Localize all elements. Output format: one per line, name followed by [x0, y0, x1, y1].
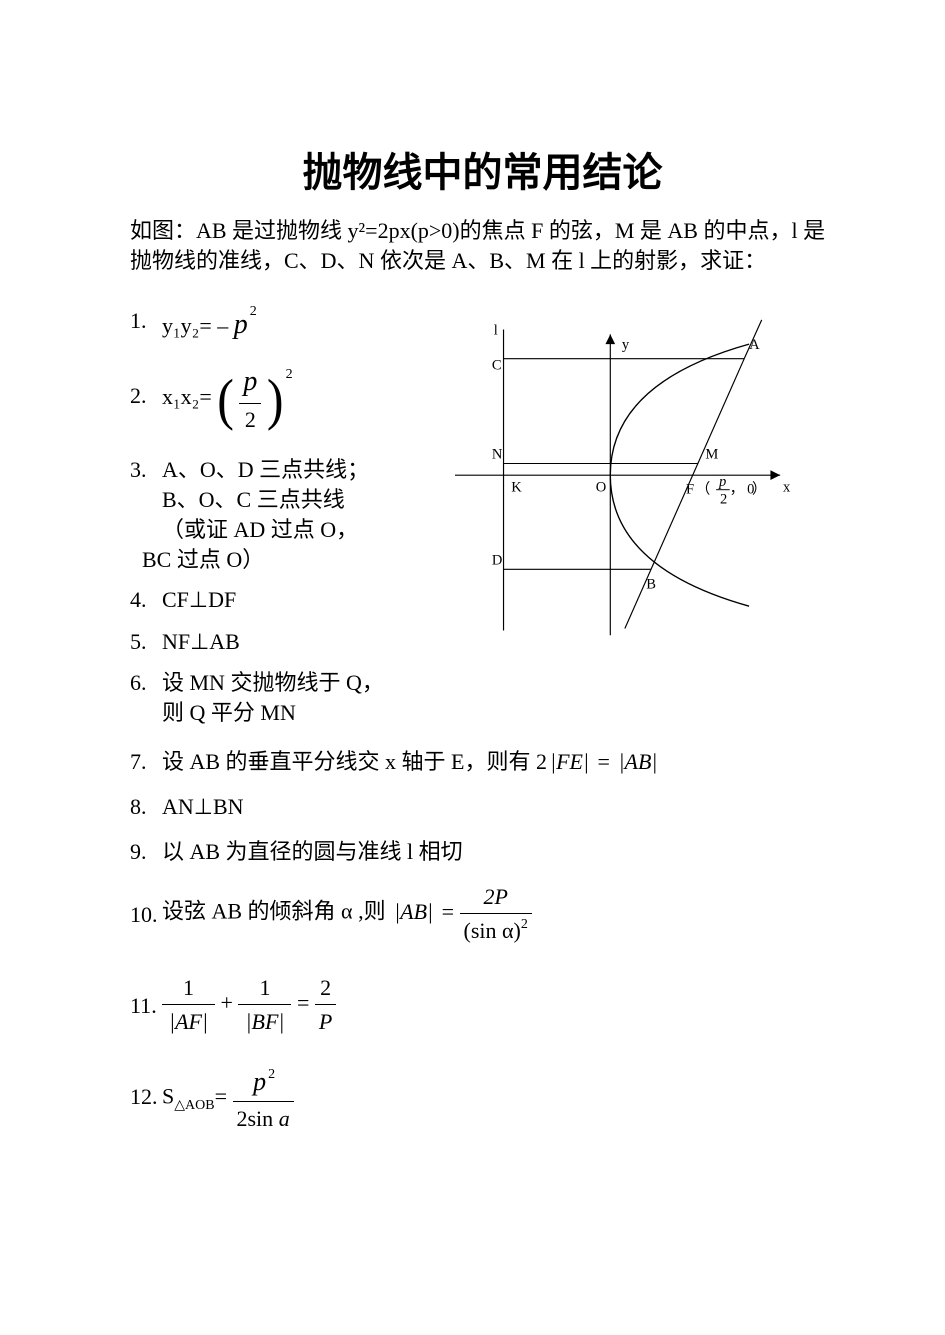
- item7a: 设 AB 的垂直平分线交 x 轴于 E，则有: [162, 749, 531, 774]
- item1-p: p: [234, 309, 248, 340]
- item10-den: (sin α)2: [460, 914, 532, 947]
- label-F: F: [686, 482, 694, 498]
- item-3: A、O、D 三点共线； B、O、C 三点共线 （或证 AD 过点 O， BC 过…: [162, 455, 430, 574]
- item12-tri: △AOB: [174, 1098, 214, 1113]
- item7-eq: =: [592, 749, 615, 774]
- item3d: BC 过点 O）: [142, 547, 264, 572]
- item10-AB: AB: [391, 895, 436, 928]
- item3c: （或证 AD 过点 O，: [162, 517, 358, 542]
- item2-prefix: x₁x₂=: [162, 384, 212, 409]
- item11-num2: 1: [238, 971, 291, 1005]
- item12-S: S: [162, 1084, 174, 1109]
- item12-num: p2: [233, 1062, 294, 1102]
- item10a: 设弦 AB 的倾斜角 α ,则: [162, 899, 386, 924]
- label-y: y: [622, 337, 630, 353]
- label-O: O: [596, 480, 607, 496]
- page-title: 抛物线中的常用结论: [130, 140, 835, 198]
- item-12: S△AOB= p2 2sin a: [162, 1062, 835, 1135]
- left-column: y₁y₂= – p2 x₁x₂= ( p2 )2 A、O、D 三点共线； B、O…: [130, 305, 430, 737]
- label-N: N: [492, 447, 503, 463]
- item2-exp: 2: [286, 367, 293, 382]
- item7-FE: FE: [547, 745, 592, 778]
- item10-num: 2P: [460, 880, 532, 914]
- item-1: y₁y₂= – p2: [162, 305, 430, 346]
- item1-exp: 2: [250, 304, 257, 319]
- item12-den: 2sin a: [233, 1102, 294, 1135]
- item-8: AN⊥BN: [162, 790, 835, 823]
- item11-plus: +: [221, 990, 239, 1015]
- item3a: A、O、D 三点共线；: [162, 457, 369, 482]
- item3b: B、O、C 三点共线: [162, 487, 345, 512]
- item12-eq: =: [215, 1084, 227, 1109]
- label-C: C: [492, 358, 502, 374]
- item2-p: p: [239, 362, 261, 404]
- focus-rp: ）: [752, 481, 767, 498]
- diagram-container: l y A C N M K O x D B F （ p 2 ， 0 ）: [440, 305, 835, 645]
- intro-paragraph: 如图：AB 是过抛物线 y²=2px(p>0)的焦点 F 的弦，M 是 AB 的…: [130, 216, 835, 275]
- lower-items: 设 AB 的垂直平分线交 x 轴于 E，则有 2FE = AB AN⊥BN 以 …: [130, 745, 835, 1135]
- label-D: D: [492, 553, 503, 569]
- item-5: NF⊥AB: [162, 626, 430, 658]
- item-11: 1 AF + 1 BF = 2 P: [162, 971, 835, 1038]
- label-x: x: [783, 480, 791, 496]
- item-7: 设 AB 的垂直平分线交 x 轴于 E，则有 2FE = AB: [162, 745, 835, 778]
- label-B: B: [646, 577, 656, 593]
- label-l: l: [494, 323, 498, 339]
- item11-AF: AF: [162, 1005, 215, 1038]
- focus-lp: （: [696, 481, 711, 498]
- item7-coef: 2: [536, 749, 547, 774]
- item11-BF: BF: [238, 1005, 291, 1038]
- focus-comma: ，: [730, 482, 745, 498]
- item1-prefix: y₁y₂= –: [162, 313, 234, 338]
- item-9: 以 AB 为直径的圆与准线 l 相切: [162, 835, 835, 868]
- item-10: 设弦 AB 的倾斜角 α ,则 AB = 2P (sin α)2: [162, 880, 835, 947]
- item2-2: 2: [239, 404, 261, 436]
- parabola-diagram: l y A C N M K O x D B F （ p 2 ， 0 ）: [440, 315, 800, 645]
- item-4: CF⊥DF: [162, 584, 430, 616]
- item7-AB: AB: [615, 745, 660, 778]
- item6a: 设 MN 交抛物线于 Q，: [162, 670, 384, 695]
- label-A: A: [749, 337, 760, 353]
- item11-eq: =: [297, 990, 315, 1015]
- item11-num1: 1: [162, 971, 215, 1005]
- focus-2: 2: [720, 492, 727, 508]
- item11-two: 2: [315, 971, 336, 1005]
- item11-P: P: [315, 1005, 336, 1038]
- item6b: 则 Q 平分 MN: [162, 700, 296, 725]
- label-M: M: [705, 447, 718, 463]
- label-K: K: [511, 480, 522, 496]
- item-6: 设 MN 交抛物线于 Q， 则 Q 平分 MN: [162, 668, 430, 727]
- item-2: x₁x₂= ( p2 )2: [162, 362, 430, 435]
- focus-p: p: [718, 474, 726, 490]
- item10-eq: =: [436, 899, 459, 924]
